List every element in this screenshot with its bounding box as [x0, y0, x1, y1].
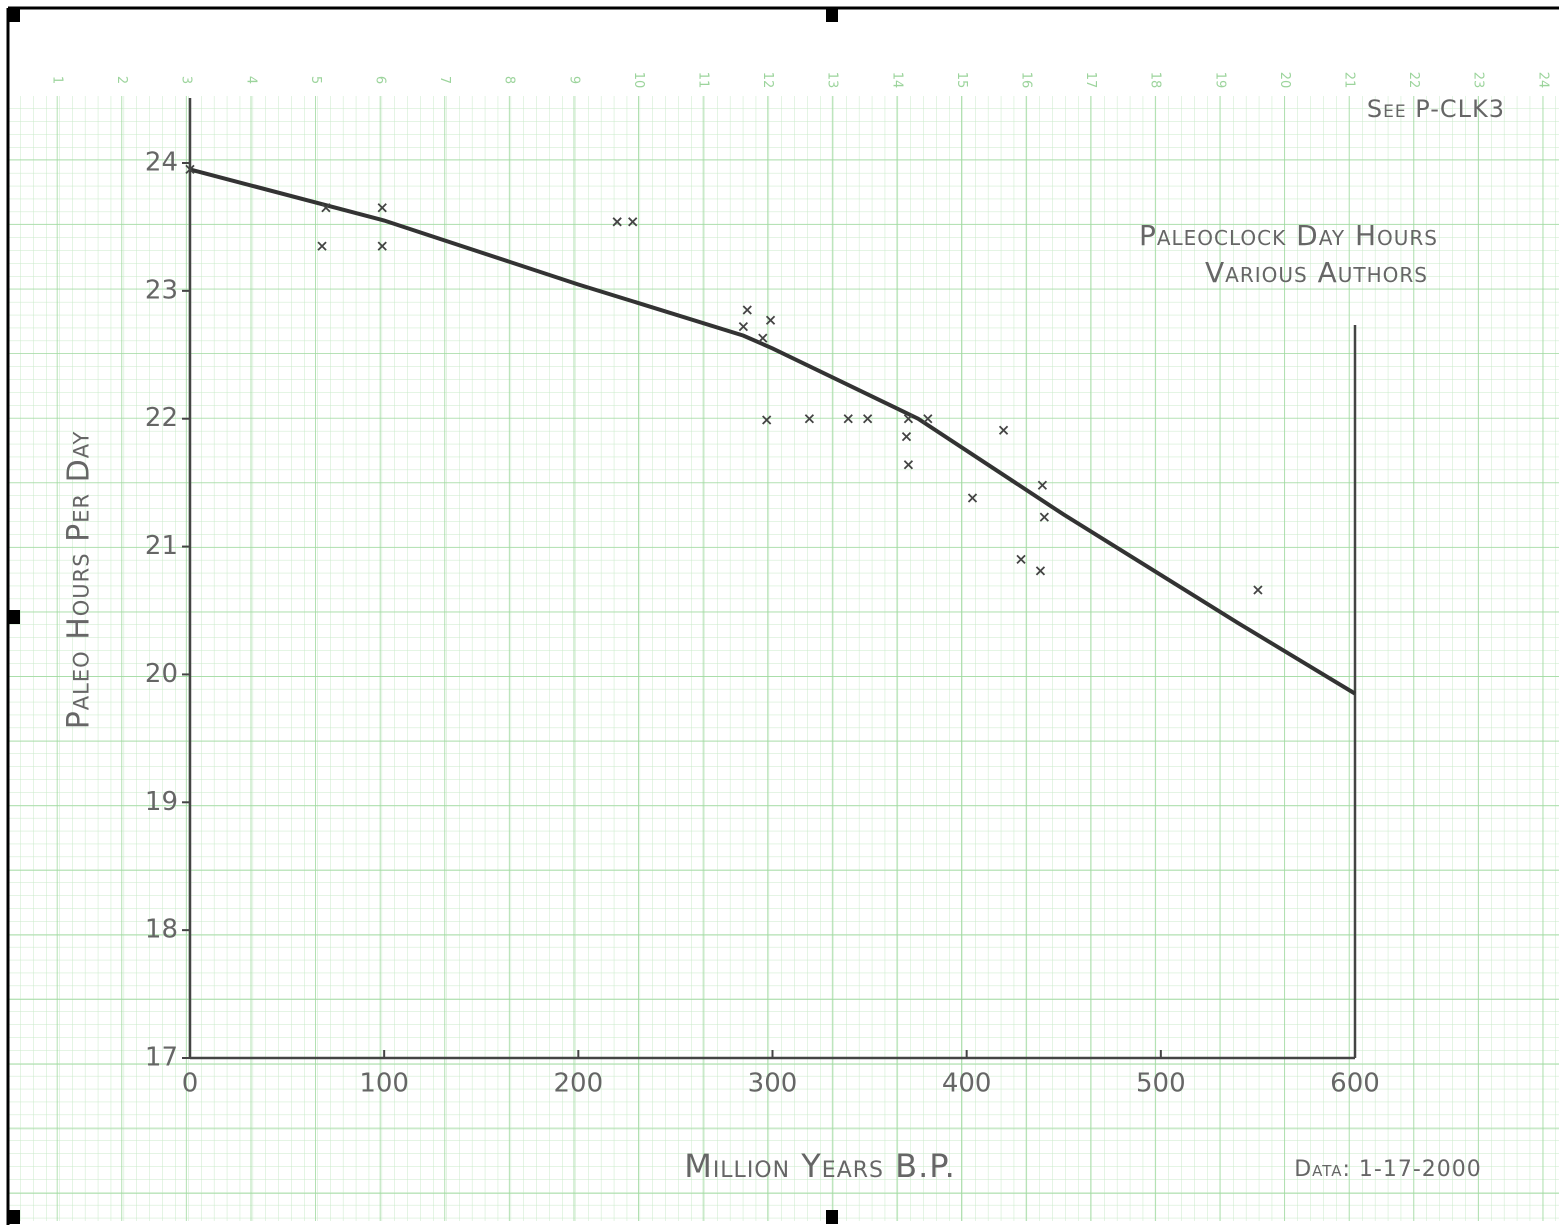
paper-scale-label: 18 [1148, 72, 1163, 89]
y-tick-label: 21 [145, 531, 178, 561]
paper-scale-label: 8 [502, 76, 517, 84]
data-point [923, 414, 933, 424]
paper-scale-label: 23 [1471, 72, 1486, 89]
data-point [1037, 480, 1048, 490]
paper-scale-label: 10 [631, 72, 646, 89]
data-point [377, 203, 387, 213]
data-point [738, 322, 749, 332]
trend-curve [189, 167, 1357, 696]
y-tick-label: 19 [145, 787, 178, 817]
x-tick-label: 600 [1330, 1069, 1380, 1099]
y-tick-label: 22 [145, 403, 178, 433]
paper-scale-label: 19 [1212, 72, 1227, 89]
x-tick-label: 500 [1136, 1069, 1186, 1099]
data-point [1039, 512, 1049, 522]
data-point [903, 460, 914, 470]
data-point [742, 305, 752, 315]
paper-scale-label: 13 [825, 72, 840, 89]
corner-mark [8, 1210, 20, 1224]
paper-scale-label: 4 [243, 76, 258, 84]
data-point [628, 217, 638, 227]
paper-scale-label: 21 [1342, 72, 1357, 89]
y-tick-label: 24 [145, 148, 178, 178]
y-tick-label: 17 [145, 1043, 178, 1073]
data-point [1035, 566, 1046, 576]
chart-subtitle: Various Authors [1205, 256, 1428, 289]
y-axis-label: Paleo Hours Per Day [62, 431, 97, 730]
paper-scale-label: 15 [954, 72, 969, 89]
corner-mark [826, 8, 838, 22]
paper-scale-label: 20 [1277, 72, 1292, 89]
x-tick-label: 400 [942, 1069, 992, 1099]
data-point [321, 203, 331, 213]
x-tick-label: 0 [182, 1069, 199, 1099]
data-point [901, 431, 912, 442]
paper-scale-label: 12 [760, 72, 775, 89]
x-tick-label: 100 [359, 1069, 409, 1099]
paper-scale-label: 24 [1535, 72, 1550, 89]
x-axis-label: Million Years B.P. [684, 1147, 956, 1185]
paper-scale-label: 14 [889, 72, 904, 89]
paper-scale-label: 3 [179, 76, 194, 84]
y-tick-label: 18 [145, 915, 178, 945]
data-point [998, 425, 1009, 435]
corner-mark [826, 1210, 838, 1224]
paper-scale-label: 17 [1083, 72, 1098, 89]
data-point [185, 164, 195, 175]
data-point [317, 241, 327, 251]
data-point [758, 333, 768, 343]
data-point [1016, 554, 1026, 564]
data-point [804, 414, 815, 424]
reference-note: See P-CLK3 [1367, 95, 1505, 123]
data-point [967, 493, 978, 503]
paper-scale-label: 16 [1019, 72, 1034, 89]
data-point [612, 217, 622, 227]
corner-mark [8, 610, 20, 624]
paper-scale-label: 9 [566, 76, 581, 84]
paper-scale-label: 6 [373, 76, 388, 84]
x-tick-label: 300 [748, 1069, 798, 1099]
paper-scale-label: 7 [437, 76, 452, 84]
data-point [863, 414, 873, 424]
paper-scale-label: 11 [696, 72, 711, 89]
paper-scale-label: 2 [114, 76, 129, 84]
date-note: Data: 1-17-2000 [1294, 1157, 1482, 1182]
paper-scale-label: 22 [1406, 72, 1421, 89]
data-point [377, 241, 387, 251]
data-point [762, 415, 772, 425]
x-tick-label: 200 [554, 1069, 604, 1099]
paper-scale-label: 1 [50, 76, 65, 84]
paper-scale-label: 5 [308, 76, 323, 84]
y-tick-label: 23 [145, 275, 178, 305]
data-point [765, 315, 776, 325]
data-point [843, 414, 853, 424]
data-point [903, 414, 914, 424]
corner-mark [8, 8, 20, 22]
data-point [1253, 585, 1263, 595]
chart-title: Paleoclock Day Hours [1139, 219, 1438, 252]
y-tick-label: 20 [145, 659, 178, 689]
